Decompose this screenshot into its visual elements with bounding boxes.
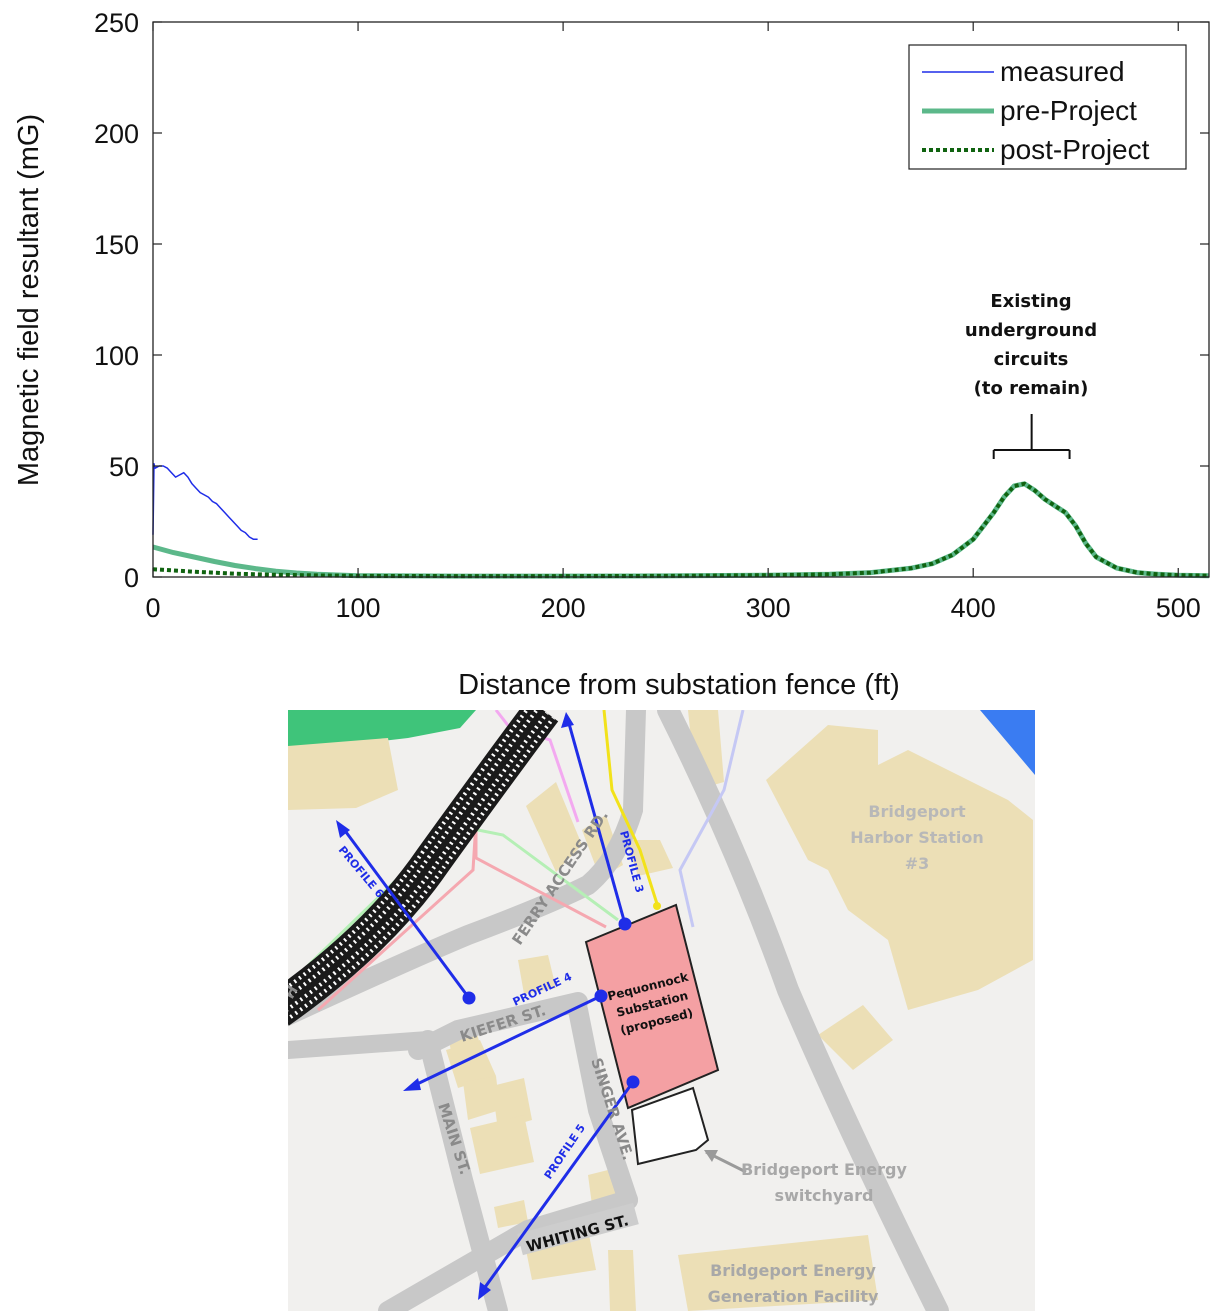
building <box>626 840 673 876</box>
road-west-lower <box>288 1031 437 1059</box>
annotation-existing-circuits: Existing underground circuits (to remain… <box>965 291 1097 459</box>
series-line-pre-project <box>152 481 1210 579</box>
building <box>518 955 556 994</box>
park-area <box>288 710 476 750</box>
road-main <box>418 1030 508 1311</box>
profile-5-start <box>626 1075 640 1089</box>
y-axis-label: Magnetic field resultant (mG) <box>13 114 45 486</box>
profile-4-arrow <box>403 1078 421 1091</box>
x-tick-label: 200 <box>541 593 586 623</box>
annotation-bracket <box>992 414 1071 459</box>
site-map: Bridgeport Harbor Station #3 Pequonnock … <box>288 710 1035 1311</box>
roads <box>288 710 949 1311</box>
series-line-post-project <box>152 481 1210 579</box>
building <box>288 738 398 810</box>
profile-5-arrow <box>478 1282 491 1300</box>
y-tick-label: 0 <box>124 563 139 593</box>
building <box>470 1115 534 1174</box>
axes-frame <box>152 21 1210 578</box>
harbor-station-label-3: #3 <box>905 854 930 873</box>
profile-5-line <box>481 1081 635 1291</box>
building <box>494 1200 528 1228</box>
legend-label-pre-project: pre-Project <box>1000 95 1137 126</box>
x-tick-label: 400 <box>951 593 996 623</box>
annotation-line-3: circuits <box>994 349 1069 370</box>
y-tick-label: 250 <box>94 8 139 38</box>
annotation-line-4: (to remain) <box>974 378 1089 399</box>
road-east <box>657 710 949 1311</box>
building <box>766 725 1033 1010</box>
x-tick-label: 0 <box>145 593 160 623</box>
building <box>463 1076 500 1120</box>
y-tick-label: 100 <box>94 341 139 371</box>
y-tick-label: 150 <box>94 230 139 260</box>
profile-6-arrow <box>336 820 350 838</box>
switchyard-label-1: Bridgeport Energy <box>741 1160 907 1179</box>
whiting-highlight <box>517 1202 639 1256</box>
yellow-line <box>602 710 660 908</box>
annotation-line-1: Existing <box>990 291 1071 312</box>
railroad <box>288 710 559 1026</box>
annotation-line-2: underground <box>965 320 1097 341</box>
axes: 0 100 200 300 400 500 0 50 100 150 200 250 <box>94 8 1210 623</box>
x-tick-label: 500 <box>1156 593 1201 623</box>
y-tick-label: 50 <box>109 452 139 482</box>
profile-6-start <box>462 991 476 1005</box>
generation-label-1: Bridgeport Energy <box>710 1261 876 1280</box>
bridgeport-switchyard <box>630 1086 710 1166</box>
water-area <box>980 710 1035 775</box>
chart: 0 100 200 300 400 500 0 50 100 150 200 250 measured… <box>13 8 1210 701</box>
plot-area <box>152 463 1210 579</box>
legend-box <box>908 44 1187 170</box>
generation-label-2: Generation Facility <box>708 1287 879 1306</box>
road-ferry-access <box>288 710 646 1027</box>
profile-3-line <box>566 719 627 925</box>
x-tick-label: 300 <box>746 593 791 623</box>
x-axis-label: Distance from substation fence (ft) <box>458 669 900 701</box>
building <box>818 1005 893 1070</box>
profile-4-line <box>412 994 602 1088</box>
yellow-node <box>653 902 661 910</box>
building <box>608 1250 636 1311</box>
pequonnock-substation <box>584 903 720 1110</box>
legend-label-measured: measured <box>1000 56 1125 87</box>
profiles <box>336 712 640 1300</box>
switchyard-arrowhead <box>704 1150 718 1162</box>
y-tick-label: 200 <box>94 119 139 149</box>
series-line-measured <box>152 463 258 541</box>
harbor-station-label-2: Harbor Station <box>850 828 983 847</box>
road-singer <box>568 1000 638 1210</box>
building <box>678 1235 878 1311</box>
harbor-station-label-1: Bridgeport <box>868 802 966 821</box>
switchyard-label-2: switchyard <box>775 1186 874 1205</box>
building <box>526 782 582 872</box>
profile-3-arrow <box>561 712 574 728</box>
lavender-line <box>678 710 745 928</box>
legend: measured pre-Project post-Project <box>908 44 1187 170</box>
profile-3-start <box>618 917 632 931</box>
profile-6-line <box>341 827 471 999</box>
x-tick-label: 100 <box>336 593 381 623</box>
buildings <box>288 710 1033 1311</box>
legend-label-post-project: post-Project <box>1000 134 1150 165</box>
profile-4-start <box>594 989 608 1003</box>
